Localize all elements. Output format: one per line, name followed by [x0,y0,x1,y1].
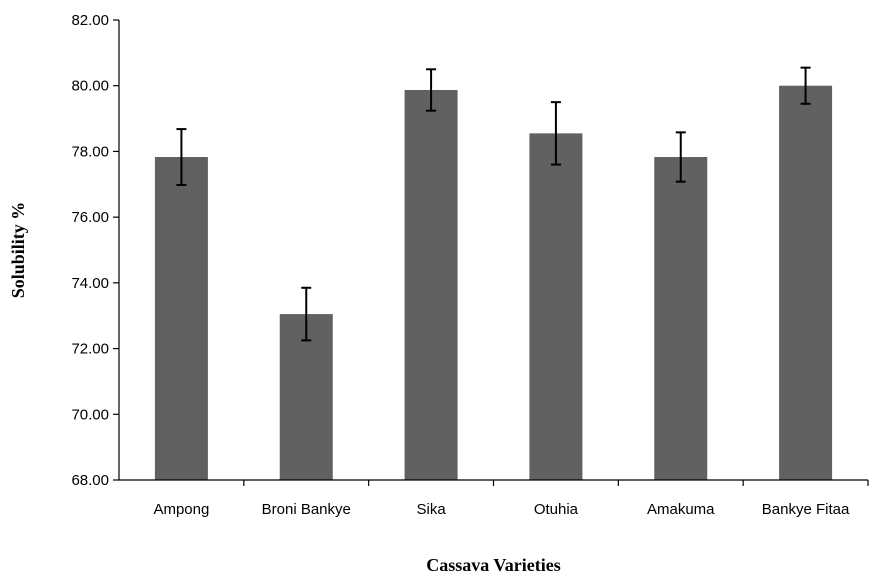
x-tick-label: Bankye Fitaa [762,501,850,518]
bars-group [154,85,833,480]
bar [779,85,833,480]
bar [279,314,333,480]
y-tick-label: 76.00 [71,209,109,226]
y-tick-label: 72.00 [71,341,109,358]
x-axis-ticks: Ampong Broni Bankye Sika Otuhia Amakuma Banky… [153,480,869,518]
x-tick-label: Broni Bankye [262,501,351,518]
x-tick-label: Ampong [153,501,209,518]
x-tick-label: Amakuma [647,501,715,518]
bar [529,133,583,480]
y-tick-label: 82.00 [71,12,109,29]
bar [154,157,208,480]
y-tick-label: 68.00 [71,472,109,489]
error-bars-group [176,66,811,342]
x-tick-label: Otuhia [534,501,579,518]
y-tick-label: 74.00 [71,275,109,292]
bar [404,89,458,480]
y-tick-label: 78.00 [71,143,109,160]
x-axis-title: Cassava Varieties [426,555,561,575]
y-tick-label: 70.00 [71,406,109,423]
y-axis-ticks: 68.00 70.00 72.00 74.00 76.00 78.00 80.00 82.00 [71,12,119,489]
y-tick-label: 80.00 [71,78,109,95]
x-tick-label: Sika [416,501,446,518]
y-axis-title: Solubility % [8,202,28,299]
bar [654,157,708,480]
